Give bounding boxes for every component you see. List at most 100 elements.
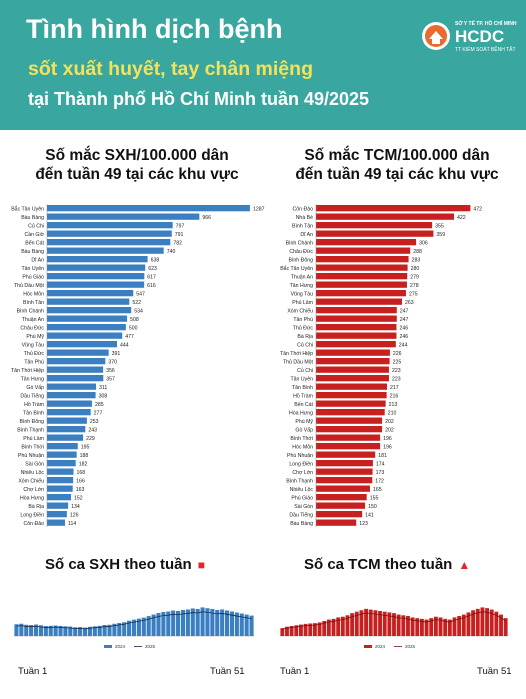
tcm-category-label: Củ Chi: [297, 341, 313, 348]
tcm-bar: [316, 392, 387, 399]
sxh-category-label: Phú Lâm: [23, 436, 44, 442]
tcm-value-label: 244: [399, 342, 408, 348]
sxh-category-label: Tân Uyên: [22, 266, 45, 272]
tcm-category-label: Hóc Môn: [292, 444, 313, 450]
tcm-value-label: 150: [368, 504, 377, 510]
sxh-category-label: Chợ Lớn: [23, 487, 44, 493]
tcm-value-label: 247: [400, 317, 409, 323]
tcm-weekly-week-bar: [354, 611, 359, 636]
sxh-value-label: 285: [95, 402, 104, 408]
triangle-icon: ▲: [458, 558, 471, 573]
sxh-category-label: Bình Chánh: [17, 308, 45, 314]
sxh-value-label: 229: [86, 436, 95, 442]
tcm-weekly-week-bar: [406, 616, 410, 636]
tcm-weekly-week-bar: [350, 613, 355, 636]
tcm-weekly-week-bar: [299, 624, 303, 636]
sxh-bar: [47, 222, 173, 229]
tcm-value-label: 279: [410, 274, 419, 280]
sxh-weekly-week-bar: [24, 624, 29, 636]
tcm-value-label: 280: [411, 266, 420, 272]
sxh-category-label: Bình Thạnh: [17, 427, 44, 433]
sxh-value-label: 617: [147, 274, 156, 280]
tcm-category-label: Nhiêu Lộc: [290, 487, 314, 493]
sxh-value-label: 638: [151, 257, 160, 263]
tcm-category-label: Côn Đảo: [293, 206, 314, 212]
logo-caption-top: SỞ Y TẾ TP. HỒ CHÍ MINH: [455, 21, 517, 27]
tcm-weekly-week-bar: [280, 628, 285, 636]
tcm-weekly-week-bar: [457, 616, 462, 636]
tcm-weekly-week-bar: [480, 607, 485, 636]
tcm-bar: [316, 281, 407, 288]
sxh-value-label: 782: [173, 240, 182, 246]
tcm-bar: [316, 239, 417, 246]
sxh-bar: [47, 409, 91, 416]
tcm-category-label: Gò Vấp: [295, 427, 313, 433]
sxh-bar: [47, 307, 132, 314]
tcm-value-label: 174: [376, 461, 385, 467]
title-line-2: sốt xuất huyết, tay chân miệng: [28, 58, 313, 80]
tcm-weekly-week-bar: [471, 610, 476, 636]
sxh-weekly-week-bar: [215, 609, 220, 636]
sxh-category-label: Hòa Hưng: [20, 495, 44, 501]
sxh-value-label: 522: [132, 300, 141, 306]
tcm-weekly-legend-swatch: [364, 645, 372, 648]
sxh-weekly-week-bar: [210, 608, 215, 636]
tcm-weekly-week-bar: [401, 615, 406, 636]
tcm-value-label: 123: [359, 521, 368, 527]
tcm-weekly-week-bar: [303, 623, 308, 636]
sxh-value-label: 243: [88, 427, 97, 433]
tcm-bar: [316, 434, 381, 441]
tcm-bar: [316, 426, 383, 433]
tcm-weekly-week-bar: [396, 614, 401, 636]
tcm-category-label: Thủ Đức: [293, 324, 314, 331]
tcm-weekly-title-text: Số ca TCM theo tuần: [304, 556, 453, 573]
sxh-value-label: 114: [68, 521, 76, 527]
tcm-x-end: Tuần 51: [477, 666, 512, 677]
sxh-bar: [47, 247, 164, 254]
sxh-category-label: Côn Đảo: [24, 521, 45, 527]
sxh-category-label: Bình Đông: [19, 419, 44, 425]
sxh-bar: [47, 426, 86, 433]
tcm-value-label: 213: [389, 402, 398, 408]
sxh-bar: [47, 434, 84, 441]
tcm-category-label: Bàu Bàng: [290, 521, 313, 527]
title-line-1: Tình hình dịch bệnh: [26, 14, 283, 44]
sxh-bar: [47, 205, 250, 212]
sxh-weekly-week-bar: [92, 626, 97, 636]
tcm-weekly-week-bar: [382, 611, 387, 636]
sxh-weekly-week-bar: [48, 625, 53, 636]
sxh-weekly-week-bar: [225, 610, 230, 636]
sxh-weekly-week-bar: [78, 627, 83, 636]
sxh-weekly-week-bar: [43, 626, 48, 636]
sxh-category-label: Bàu Bàng: [21, 215, 44, 221]
tcm-category-label: Vũng Tàu: [291, 291, 314, 297]
tcm-weekly-week-bar: [326, 619, 331, 636]
sxh-weekly-legend-label: 2024: [115, 644, 126, 649]
sxh-weekly-week-bar: [141, 617, 146, 636]
hcdc-logo-icon: [422, 22, 450, 50]
sxh-value-label: 623: [148, 266, 157, 272]
tcm-weekly-week-bar: [503, 618, 508, 636]
sxh-category-label: Châu Đức: [20, 325, 44, 331]
sxh-weekly-week-bar: [205, 608, 210, 636]
tcm-category-label: Nhà Bè: [296, 215, 313, 221]
sxh-value-label: 182: [79, 461, 88, 467]
sxh-weekly-week-bar: [161, 612, 166, 636]
sxh-category-label: Tân Phú: [24, 359, 44, 365]
tcm-weekly-week-bar: [364, 608, 369, 636]
sxh-weekly-week-bar: [195, 608, 200, 636]
sxh-weekly-week-bar: [190, 608, 195, 636]
sxh-weekly-week-bar: [220, 609, 225, 636]
tcm-bar: [316, 451, 376, 458]
sxh-x-end: Tuần 51: [210, 666, 245, 677]
sxh-category-label: Cần Giờ: [24, 232, 44, 238]
sxh-bar: [47, 349, 109, 356]
sxh-bar: [47, 460, 76, 467]
sxh-value-label: 791: [175, 232, 184, 238]
tcm-value-label: 422: [457, 215, 466, 221]
tcm-bar: [316, 366, 389, 373]
tcm-value-label: 359: [436, 232, 445, 238]
sxh-value-label: 500: [129, 325, 138, 331]
sxh-bar: [47, 485, 73, 492]
tcm-weekly-week-bar: [308, 623, 313, 636]
